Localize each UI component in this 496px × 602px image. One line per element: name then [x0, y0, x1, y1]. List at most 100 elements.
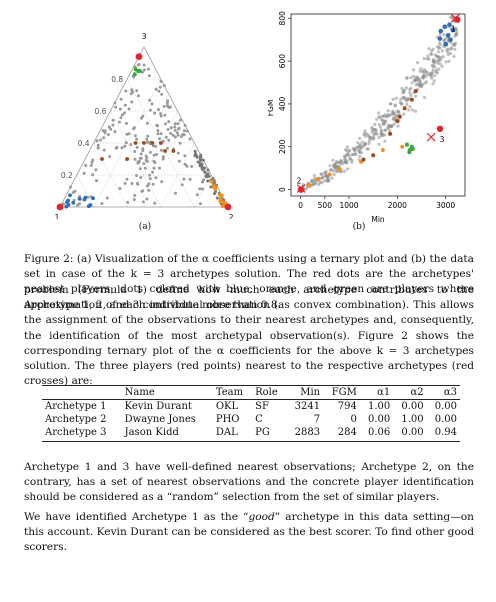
- scatter-point: [381, 114, 385, 118]
- scatter-point: [442, 33, 446, 37]
- ternary-point: [165, 101, 169, 105]
- scatter-point: [451, 43, 455, 47]
- ternary-point: [123, 103, 127, 107]
- nearest-player-dot: [56, 203, 64, 211]
- scatter-point: [412, 68, 416, 72]
- ternary-point: [114, 146, 118, 150]
- table-header-row: Name Team Role Min FGM α1 α2 α3: [42, 385, 460, 400]
- scatter-point: [379, 129, 383, 133]
- ternary-point: [132, 127, 136, 131]
- scatter-point: [430, 63, 434, 67]
- scatter-point: [453, 47, 457, 51]
- vertex-label: 3: [141, 32, 146, 41]
- scatter-point: [453, 34, 457, 38]
- ternary-point: [133, 194, 137, 197]
- scatter-point: [438, 32, 442, 36]
- scatter-point: [321, 175, 325, 179]
- scatter-point: [383, 133, 387, 137]
- ternary-point: [166, 128, 170, 131]
- ternary-point: [143, 166, 147, 170]
- scatter-point: [383, 139, 387, 143]
- scatter-point: [333, 162, 337, 166]
- ternary-point: [148, 108, 152, 112]
- ternary-point: [164, 122, 167, 126]
- scatter-point: [318, 180, 323, 184]
- ternary-point: [142, 162, 146, 165]
- ternary-point: [82, 171, 86, 175]
- subfigure-label-b: (b): [352, 222, 366, 232]
- ternary-point: [108, 155, 112, 158]
- table-cell: Archetype 3: [42, 426, 122, 442]
- scatter-point: [422, 57, 426, 61]
- ternary-plot: 0.2 0.4 0.6 0.8 1 2 3: [48, 14, 248, 219]
- scatter-point: [361, 145, 365, 149]
- scatter-point: [312, 181, 316, 185]
- ternary-point: [133, 134, 137, 138]
- scatter-point: [426, 73, 430, 77]
- ternary-point-blue: [83, 195, 88, 200]
- scatter-point-orange: [315, 176, 320, 181]
- table-row: Archetype 1 Kevin Durant OKL SF 3241 794…: [42, 400, 460, 414]
- ternary-point: [147, 74, 151, 78]
- x-tick-label: 3000: [436, 201, 455, 210]
- grid-line: [93, 142, 128, 208]
- scatter-point: [410, 108, 415, 112]
- scatter-point: [430, 76, 434, 80]
- ternary-point: [157, 108, 160, 112]
- x-tick-label: 1000: [339, 201, 358, 210]
- point-label: 1: [451, 25, 456, 34]
- ternary-point: [202, 166, 205, 170]
- scatter-point: [424, 80, 428, 84]
- scatter-point: [391, 97, 395, 101]
- scatter-point: [414, 83, 418, 87]
- scatter-point: [444, 60, 448, 64]
- table-cell: Archetype 2: [45, 414, 107, 425]
- ternary-point-green: [132, 72, 137, 77]
- scatter-point: [367, 142, 371, 146]
- ternary-point: [151, 144, 155, 148]
- x-tick-label: 2000: [388, 201, 407, 210]
- scatter-point: [320, 172, 324, 176]
- scatter-point-green: [407, 150, 412, 155]
- ternary-point: [131, 90, 135, 94]
- scatter-point: [433, 53, 437, 57]
- scatter-point: [329, 168, 333, 172]
- ternary-point: [197, 160, 201, 164]
- scatter-point: [429, 52, 434, 56]
- ternary-point-blue: [64, 204, 69, 209]
- scatter-point: [449, 47, 453, 51]
- scatter-point: [399, 101, 403, 106]
- ternary-point: [167, 138, 171, 142]
- scatter-point: [377, 115, 381, 119]
- ternary-point: [206, 179, 210, 183]
- table-cell: SF: [255, 401, 269, 412]
- ternary-point: [182, 129, 186, 133]
- ternary-point: [157, 89, 161, 93]
- scatter-point: [368, 137, 372, 141]
- scatter-point: [440, 49, 444, 53]
- ternary-point: [198, 157, 202, 161]
- scatter-point: [363, 132, 367, 136]
- scatter-point-blue: [448, 37, 453, 42]
- table-cell: 1.00: [367, 401, 391, 412]
- x-tick-label: 0: [298, 201, 303, 210]
- ternary-point: [91, 158, 95, 162]
- ternary-point-orange: [213, 187, 218, 192]
- ternary-point: [96, 143, 100, 147]
- scatter-point: [395, 109, 399, 113]
- ternary-point: [203, 170, 207, 174]
- ternary-point: [76, 203, 80, 207]
- scatter-point: [363, 129, 367, 133]
- ternary-point: [99, 138, 103, 142]
- ternary-point-brown: [158, 141, 163, 145]
- scatter-point: [391, 116, 396, 120]
- scatter-point: [346, 167, 350, 171]
- y-tick-label: 600: [278, 54, 287, 69]
- ternary-point: [175, 131, 179, 135]
- scatter-point: [343, 157, 347, 161]
- ternary-point: [148, 98, 152, 102]
- table-header-cell: α2: [393, 385, 427, 400]
- ternary-point: [178, 118, 182, 122]
- ternary-point: [199, 153, 203, 157]
- scatter-point: [390, 124, 394, 128]
